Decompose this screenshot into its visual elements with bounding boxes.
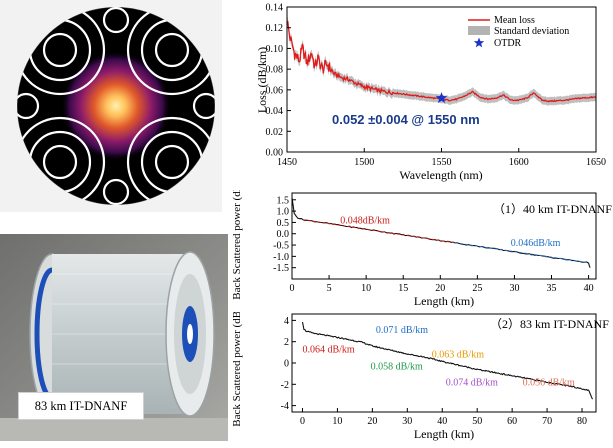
loss-ytick-label: 0.02 xyxy=(266,127,284,138)
otdr-ytick-label: -1.5 xyxy=(273,263,289,274)
loss-chart-panel: 1450 1500 1550 1600 1650 0.00 0.02 0.04 0.06 0.0… xyxy=(228,0,613,190)
loss-xlabel: Wavelength (nm) xyxy=(399,168,482,182)
otdr-40km-ylabel-line1: Back Scattered power (dB) xyxy=(231,190,243,300)
otdr-xtick-label: 20 xyxy=(435,283,445,294)
loss-xtick-label: 1550 xyxy=(432,157,452,168)
otdr-xtick-label: 70 xyxy=(542,416,552,427)
legend-swatch-std xyxy=(468,26,490,35)
spool-label: 83 km IT-DNANF xyxy=(18,392,144,420)
otdr-83km-ylabel: Back Scattered power (dB) xyxy=(231,312,243,427)
otdr-40km-title: （1）40 km IT-DNANF xyxy=(493,202,612,216)
otdr-xtick-label: 30 xyxy=(402,416,412,427)
otdr-83km-slope-5: 0.074 dB/km xyxy=(446,377,498,388)
otdr-40km-ylabel: Back Scattered power (dB) xyxy=(231,190,243,300)
loss-ytick-label: 0.14 xyxy=(266,3,284,14)
loss-xtick-label: 1600 xyxy=(509,157,529,168)
loss-ytick-label: 0.08 xyxy=(266,65,284,76)
otdr-40km-chart: 0 5 10 15 20 25 30 35 40 -1.5-1.0-0.50.00.51.01.… xyxy=(231,180,612,308)
otdr-xtick-label: 15 xyxy=(398,283,408,294)
otdr-xtick-label: 20 xyxy=(367,416,377,427)
loss-legend: Mean loss Standard deviation OTDR xyxy=(468,15,569,49)
loss-ytick-label: 0.06 xyxy=(266,85,284,96)
legend-label-mean: Mean loss xyxy=(494,15,535,26)
otdr-ytick-label: 0.0 xyxy=(277,229,290,240)
otdr-star-marker xyxy=(435,92,448,103)
otdr-ytick-label: 0 xyxy=(284,359,289,370)
fiber-cross-section-svg xyxy=(16,6,216,206)
legend-label-std: Standard deviation xyxy=(494,26,569,37)
otdr-ytick-label: -1.0 xyxy=(273,252,289,263)
otdr-xtick-label: 40 xyxy=(584,283,594,294)
otdr-ytick-label: 1.0 xyxy=(277,207,290,218)
otdr-83km-slope-1: 0.064 dB/km xyxy=(302,344,354,355)
otdr-83km-title: （2）83 km IT-DNANF xyxy=(490,317,609,331)
otdr-xtick-label: 30 xyxy=(509,283,519,294)
otdr-40km-slope-1: 0.048dB/km xyxy=(340,216,390,227)
otdr-40km-fit-blue xyxy=(455,242,589,264)
loss-ytick-label: 0.04 xyxy=(266,106,284,117)
otdr-xtick-label: 0 xyxy=(290,283,295,294)
loss-ylabel: Loss (dB/km) xyxy=(255,47,269,113)
otdr-xtick-label: 10 xyxy=(332,416,342,427)
otdr-83km-slope-6: 0.056 dB/km xyxy=(523,377,575,388)
otdr-83km-slope-2: 0.071 dB/km xyxy=(376,325,428,336)
loss-ytick-label: 0.12 xyxy=(266,23,284,34)
loss-annotation: 0.052 ±0.004 @ 1550 nm xyxy=(332,112,480,127)
otdr-ytick-label: -2 xyxy=(281,380,289,391)
otdr-ytick-label: 1.5 xyxy=(277,195,290,206)
otdr-xtick-label: 5 xyxy=(327,283,332,294)
legend-label-otdr: OTDR xyxy=(494,38,522,49)
loss-xtick-label: 1650 xyxy=(586,157,606,168)
spool-photo-panel: 83 km IT-DNANF xyxy=(0,234,228,441)
loss-xtick-label: 1450 xyxy=(277,157,297,168)
loss-xtick-label: 1500 xyxy=(354,157,374,168)
core-mode-glow xyxy=(61,51,171,161)
otdr-83km-panel: 0 10 20 30 40 50 60 70 80 -4 -2 0 2 4 （2）83 km IT-DN… xyxy=(228,307,613,443)
loss-ytick-label: 0.00 xyxy=(266,148,284,159)
otdr-ytick-label: 0.5 xyxy=(277,218,290,229)
legend-swatch-otdr xyxy=(473,37,485,48)
otdr-40km-panel: 0 5 10 15 20 25 30 35 40 -1.5 -1.0 -0.5 0.0 0.5 1.0 1.… xyxy=(228,180,613,312)
otdr-ytick-label: 4 xyxy=(284,316,289,327)
otdr-xtick-label: 0 xyxy=(300,416,305,427)
otdr-xtick-label: 25 xyxy=(472,283,482,294)
otdr-83km-slope-3: 0.058 dB/km xyxy=(371,361,423,372)
cladding-rings xyxy=(17,7,215,205)
otdr-40km-fit-red xyxy=(303,219,456,244)
otdr-ytick-label: -4 xyxy=(281,401,289,412)
otdr-xtick-label: 50 xyxy=(472,416,482,427)
otdr-83km-trace xyxy=(301,321,593,400)
std-deviation-band xyxy=(287,17,596,106)
otdr-xtick-label: 80 xyxy=(577,416,587,427)
otdr-83km-slope-4: 0.063 dB/km xyxy=(432,350,484,361)
otdr-83km-xlabel: Length (km) xyxy=(414,427,474,441)
otdr-40km-slope-2: 0.046dB/km xyxy=(511,238,561,249)
otdr-xtick-label: 35 xyxy=(547,283,557,294)
fiber-cross-section-panel xyxy=(0,0,222,212)
loss-ytick-label: 0.10 xyxy=(266,44,284,55)
otdr-83km-chart: 0 10 20 30 40 50 60 70 80 -4 -2 0 2 4 （2）83 km IT-DN… xyxy=(231,307,609,441)
otdr-40km-xlabel: Length (km) xyxy=(414,294,474,308)
otdr-xtick-label: 40 xyxy=(437,416,447,427)
otdr-xtick-label: 10 xyxy=(361,283,371,294)
otdr-40km-plot-frame xyxy=(291,192,597,280)
otdr-xtick-label: 60 xyxy=(507,416,517,427)
loss-chart: 1450 1500 1550 1600 1650 0.00 0.02 0.04 0.06 0.0… xyxy=(255,3,606,183)
otdr-ytick-label: 2 xyxy=(284,337,289,348)
otdr-ytick-label: -0.5 xyxy=(273,241,289,252)
